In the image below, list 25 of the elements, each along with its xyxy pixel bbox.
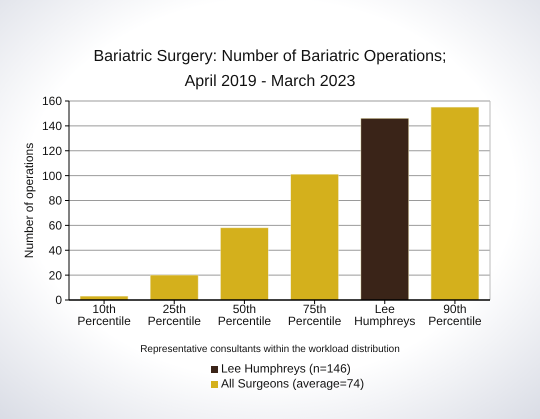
y-tick-label: 140 (42, 119, 62, 134)
y-axis-title: Number of operations (22, 142, 36, 258)
x-tick-label: 75th Percentile (288, 302, 342, 328)
y-tick-label: 120 (42, 144, 62, 158)
x-tick-label: 90th Percentile (428, 302, 482, 328)
y-tick-label: 160 (42, 94, 62, 108)
x-axis-title: Representative consultants within the workload distribution (140, 344, 400, 355)
y-tick-label: 0 (55, 293, 62, 308)
x-tick-label: 50th Percentile (218, 302, 272, 328)
y-tick-label: 40 (48, 243, 62, 258)
y-tick-label: 100 (42, 168, 62, 183)
y-tick-label: 60 (48, 218, 62, 233)
chart-title: Bariatric Surgery: Number of Bariatric Operations; April 2019 - March 2023 (93, 48, 447, 90)
bar (150, 274, 198, 300)
bar (360, 118, 409, 300)
x-tick-label: Lee Humphreys (354, 302, 416, 328)
legend-label: All Surgeons (average=74) (221, 376, 364, 391)
bar (290, 174, 339, 300)
legend-label: Lee Humphreys (n=146) (221, 362, 351, 376)
x-tick-label: 10th Percentile (77, 302, 132, 328)
bar (430, 106, 480, 300)
bar (220, 228, 269, 300)
y-tick-label: 80 (48, 194, 62, 208)
y-tick-label: 20 (48, 268, 62, 282)
x-tick-label: 25th Percentile (148, 302, 202, 328)
